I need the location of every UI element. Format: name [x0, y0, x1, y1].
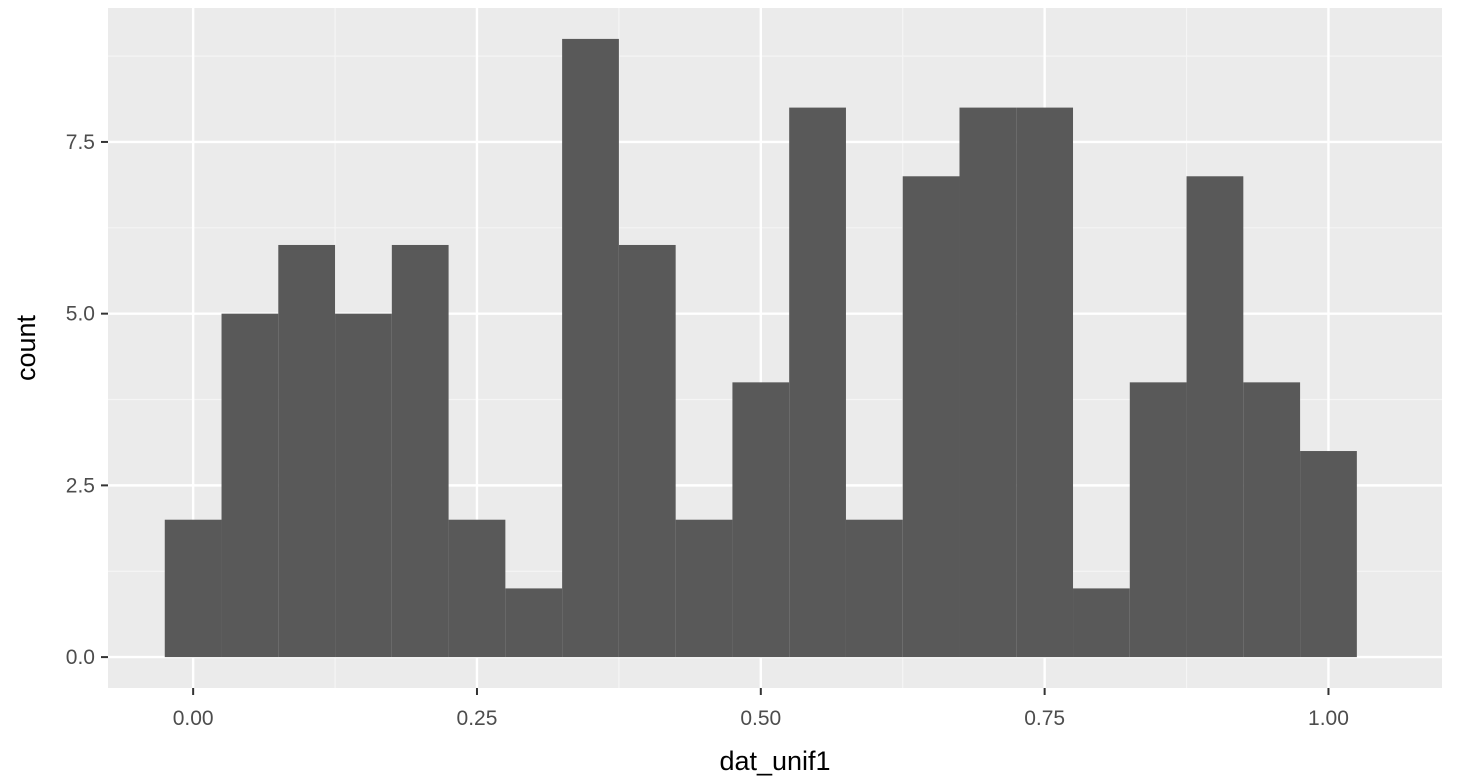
histogram-bar-3	[278, 245, 335, 657]
histogram-bar-18	[1130, 382, 1187, 657]
histogram-bar-19	[1187, 176, 1244, 657]
histogram-bar-15	[959, 108, 1016, 657]
histogram-bar-21	[1300, 451, 1357, 657]
x-tick-label: 0.75	[1024, 707, 1065, 730]
histogram-bar-20	[1243, 382, 1300, 657]
histogram-bar-6	[449, 520, 506, 657]
histogram-bar-13	[846, 520, 903, 657]
y-tick-label: 7.5	[66, 131, 95, 154]
y-tick-label: 5.0	[66, 303, 95, 326]
histogram-bar-17	[1073, 588, 1130, 657]
y-axis-title: count	[11, 314, 41, 381]
histogram-bar-2	[222, 314, 279, 657]
x-tick-label: 0.25	[457, 707, 498, 730]
histogram-bar-7	[505, 588, 562, 657]
histogram-bar-5	[392, 245, 449, 657]
x-tick-label: 0.00	[173, 707, 214, 730]
histogram-bar-4	[335, 314, 392, 657]
y-axis: 0.0 2.5 5.0 7.5	[66, 131, 108, 669]
histogram-bar-9	[619, 245, 676, 657]
histogram-bar-12	[789, 108, 846, 657]
histogram-bar-10	[676, 520, 733, 657]
y-tick-label: 2.5	[66, 474, 95, 497]
y-tick-label: 0.0	[66, 646, 95, 669]
histogram-bar-16	[1016, 108, 1073, 657]
histogram-bar-8	[562, 39, 619, 657]
histogram-bar-11	[732, 382, 789, 657]
x-axis-title: dat_unif1	[719, 746, 830, 776]
x-tick-label: 1.00	[1308, 707, 1349, 730]
histogram-bar-1	[165, 520, 222, 657]
x-tick-label: 0.50	[740, 707, 781, 730]
histogram-bar-14	[903, 176, 960, 657]
x-axis: 0.00 0.25 0.50 0.75 1.00	[173, 688, 1349, 730]
